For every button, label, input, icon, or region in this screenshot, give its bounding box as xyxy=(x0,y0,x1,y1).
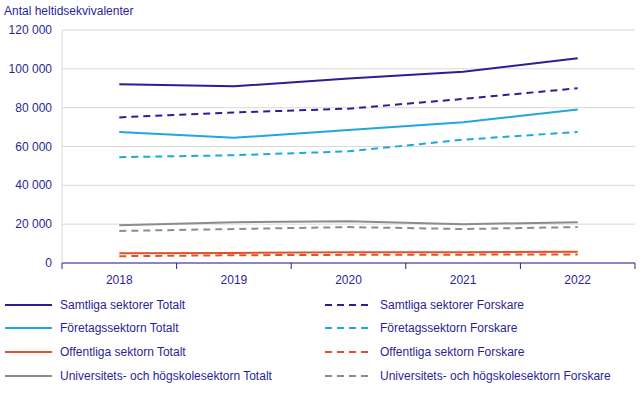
legend-label: Offentliga sektorn Totalt xyxy=(60,345,186,359)
grid-line xyxy=(62,185,635,186)
legend-swatch xyxy=(325,375,372,377)
y-tick-label: 40 000 xyxy=(15,178,52,192)
legend-label: Samtliga sektorer Totalt xyxy=(60,298,186,312)
legend-swatch xyxy=(5,351,52,353)
legend-label: Företagssektorn Forskare xyxy=(380,321,518,335)
legend-swatch xyxy=(5,327,52,329)
x-tick-label: 2018 xyxy=(106,273,133,287)
legend-swatch xyxy=(325,351,372,353)
y-tick-label: 0 xyxy=(45,256,52,270)
legend-swatch xyxy=(5,375,52,377)
x-tick xyxy=(635,263,636,269)
legend-label: Företagssektorn Totalt xyxy=(60,321,179,335)
chart: Antal heltidsekvivalenter 0 20 000 40 000 60… xyxy=(0,0,643,394)
x-tick xyxy=(291,263,292,269)
grid-line xyxy=(62,263,635,264)
grid-line xyxy=(62,68,635,69)
legend-label: Offentliga sektorn Forskare xyxy=(380,345,525,359)
series-line xyxy=(119,110,577,138)
series-line xyxy=(119,88,577,117)
x-tick-label: 2022 xyxy=(564,273,591,287)
series-line xyxy=(119,58,577,86)
y-tick-label: 20 000 xyxy=(15,217,52,231)
grid-line xyxy=(62,30,635,31)
x-tick xyxy=(176,263,177,269)
legend-swatch xyxy=(325,304,372,306)
grid-line xyxy=(62,146,635,147)
series-line xyxy=(119,252,577,254)
legend-swatch xyxy=(5,304,52,306)
legend-label: Samtliga sektorer Forskare xyxy=(380,298,524,312)
series-line xyxy=(119,254,577,256)
lines xyxy=(119,58,577,256)
x-tick-label: 2021 xyxy=(450,273,477,287)
series-line xyxy=(119,221,577,225)
x-tick-label: 2019 xyxy=(221,273,248,287)
y-axis xyxy=(62,30,63,263)
x-tick-label: 2020 xyxy=(335,273,362,287)
x-axis xyxy=(62,263,635,264)
x-tick xyxy=(62,263,63,269)
x-tick xyxy=(520,263,521,269)
legend-swatch xyxy=(325,327,372,329)
legend-label: Universitets- och högskolesektorn Forska… xyxy=(380,369,611,383)
y-tick-label: 100 000 xyxy=(9,62,53,76)
x-tick xyxy=(405,263,406,269)
y-tick-label: 60 000 xyxy=(15,140,52,154)
y-tick-label: 120 000 xyxy=(9,23,53,37)
y-tick-label: 80 000 xyxy=(15,101,52,115)
legend-label: Universitets- och högskolesektorn Totalt xyxy=(60,369,273,383)
series-line xyxy=(119,227,577,231)
series-line xyxy=(119,132,577,157)
y-axis-label: Antal heltidsekvivalenter xyxy=(4,4,133,18)
